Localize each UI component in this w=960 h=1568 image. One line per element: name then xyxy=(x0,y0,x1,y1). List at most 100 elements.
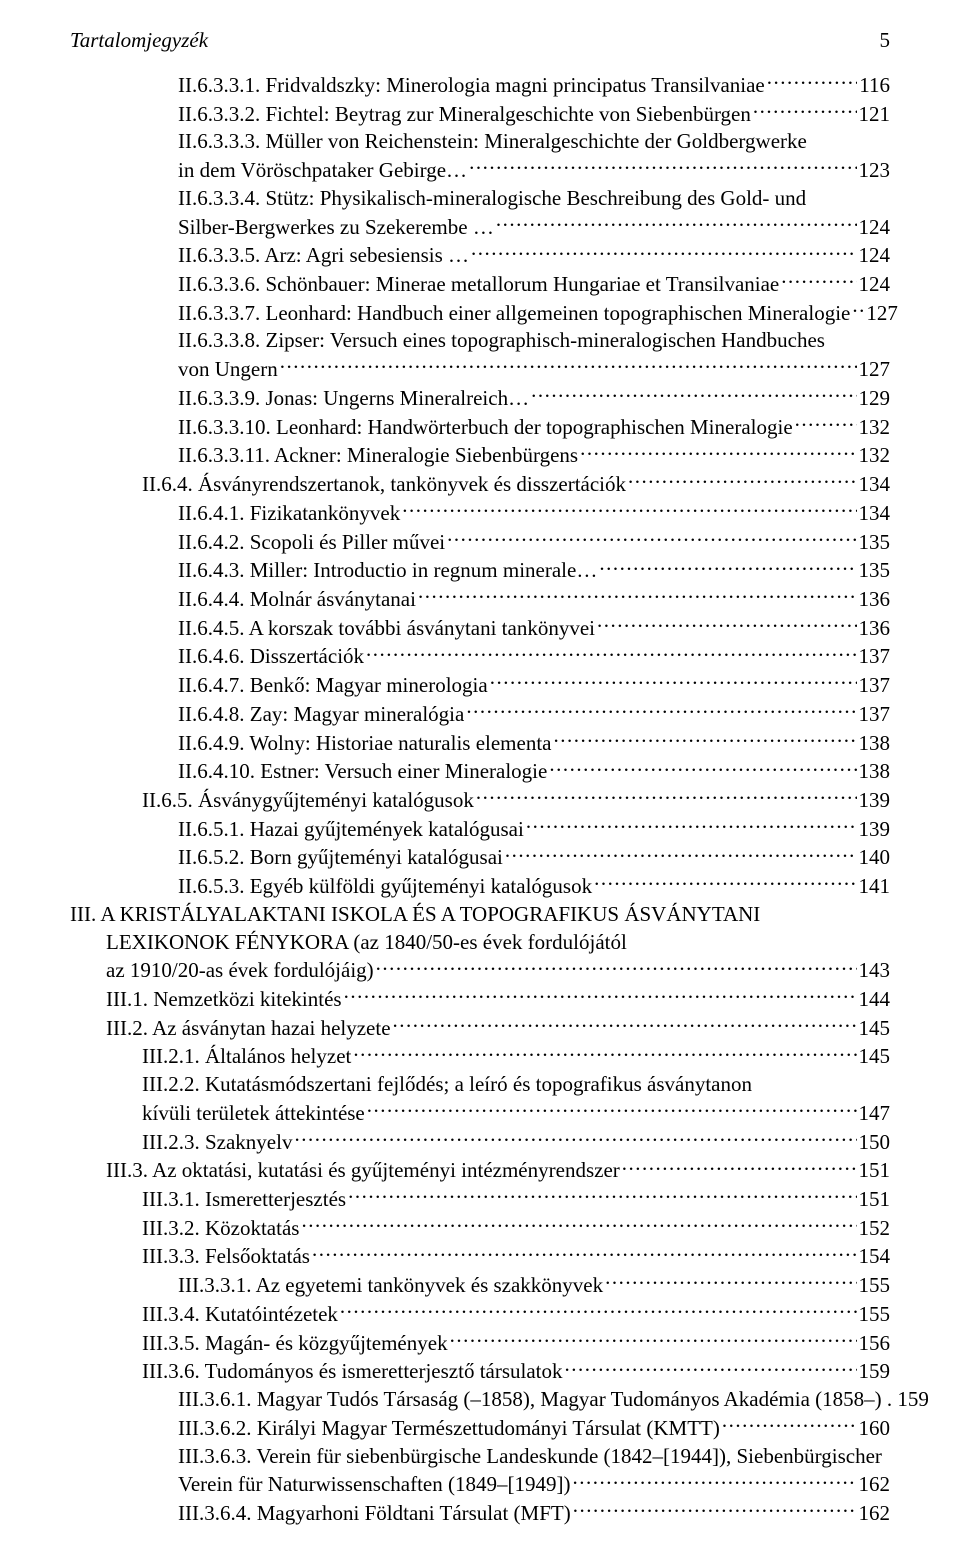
toc-leader-dots xyxy=(549,757,856,778)
toc-line: II.6.3.3.11. Ackner: Mineralogie Siebenb… xyxy=(70,441,890,470)
toc-line: III.3.4. Kutatóintézetek 155 xyxy=(70,1300,890,1329)
toc-continuation-text: kívüli területek áttekintése xyxy=(142,1100,365,1128)
toc-entry-text: II.6.5. Ásványgyűjteményi katalógusok xyxy=(142,787,474,815)
toc-leader-dots xyxy=(367,1099,857,1120)
toc-entry-text: III.3.6.1. Magyar Tudós Társaság (–1858)… xyxy=(178,1386,892,1414)
toc-page-ref: 155 xyxy=(859,1272,891,1300)
toc-entry-text: III.3.4. Kutatóintézetek xyxy=(142,1301,338,1329)
toc-leader-dots xyxy=(526,815,857,836)
toc-leader-dots xyxy=(469,156,856,177)
toc-leader-dots xyxy=(531,384,856,405)
toc-line: III.2. Az ásványtan hazai helyzete 145 xyxy=(70,1014,890,1043)
toc-page: Tartalomjegyzék 5 II.6.3.3.1. Fridvaldsz… xyxy=(0,0,960,1568)
toc-line: II.6.4.7. Benkő: Magyar minerologia 137 xyxy=(70,671,890,700)
toc-leader-dots xyxy=(795,413,857,434)
toc-leader-dots xyxy=(353,1042,856,1063)
toc-leader-dots xyxy=(573,1499,857,1520)
toc-entry-text: II.6.3.3.7. Leonhard: Handbuch einer all… xyxy=(178,300,850,328)
toc-page-ref: 138 xyxy=(859,758,891,786)
toc-entry-text: II.6.3.3.9. Jonas: Ungerns Mineralreich… xyxy=(178,385,529,413)
toc-page-ref: 116 xyxy=(859,72,890,100)
toc-line: III. A KRISTÁLYALAKTANI ISKOLA ÉS A TOPO… xyxy=(70,901,890,929)
toc-line: III.2.3. Szaknyelv 150 xyxy=(70,1128,890,1157)
toc-entry-text: II.6.4.2. Scopoli és Piller művei xyxy=(178,529,445,557)
toc-leader-dots xyxy=(476,786,857,807)
toc-leader-dots xyxy=(301,1214,856,1235)
toc-leader-dots xyxy=(594,872,856,893)
toc-line: III.3.6.2. Királyi Magyar Természettudom… xyxy=(70,1414,890,1443)
toc-page-ref: 137 xyxy=(859,672,891,700)
toc-entry-text: II.6.3.3.6. Schönbauer: Minerae metallor… xyxy=(178,271,779,299)
toc-page-ref: 147 xyxy=(859,1100,891,1128)
toc-leader-dots xyxy=(767,71,858,92)
toc-entry-text: III.2. Az ásványtan hazai helyzete xyxy=(106,1015,391,1043)
toc-leader-dots xyxy=(496,213,857,234)
toc-entry-text: II.6.3.3.8. Zipser: Versuch eines topogr… xyxy=(178,327,825,355)
toc-entry-text: III.3.5. Magán- és közgyűjtemények xyxy=(142,1330,448,1358)
toc-entry-text: II.6.4.9. Wolny: Historiae naturalis ele… xyxy=(178,730,552,758)
toc-leader-dots xyxy=(505,843,857,864)
toc-leader-dots xyxy=(466,700,856,721)
toc-leader-dots xyxy=(572,1470,856,1491)
toc-line: II.6.4.5. A korszak további ásványtani t… xyxy=(70,614,890,643)
toc-entry-text: III.2.1. Általános helyzet xyxy=(142,1043,351,1071)
toc-page-ref: 132 xyxy=(859,414,891,442)
page-number: 5 xyxy=(880,28,891,53)
toc-page-ref: 152 xyxy=(859,1215,891,1243)
toc-page-ref: 139 xyxy=(859,816,891,844)
toc-line: II.6.5.2. Born gyűjteményi katalógusai 1… xyxy=(70,843,890,872)
toc-entry-text: II.6.5.1. Hazai gyűjtemények katalógusai xyxy=(178,816,524,844)
toc-line: II.6.3.3.7. Leonhard: Handbuch einer all… xyxy=(70,299,890,328)
toc-entry-text: III.3.1. Ismeretterjesztés xyxy=(142,1186,346,1214)
toc-leader-dots xyxy=(554,729,857,750)
toc-leader-dots xyxy=(605,1271,856,1292)
toc-leader-dots xyxy=(280,355,857,376)
toc-line: II.6.4. Ásványrendszertanok, tankönyvek … xyxy=(70,470,890,499)
toc-line: II.6.5.1. Hazai gyűjtemények katalógusai… xyxy=(70,815,890,844)
toc-entry-text: III.3.3. Felsőoktatás xyxy=(142,1243,310,1271)
toc-entry-text: III.2.3. Szaknyelv xyxy=(142,1129,292,1157)
toc-line: II.6.3.3.1. Fridvaldszky: Minerologia ma… xyxy=(70,71,890,100)
toc-entry-text: III.3.2. Közoktatás xyxy=(142,1215,299,1243)
running-title: Tartalomjegyzék xyxy=(70,28,208,53)
toc-entry-text: II.6.4.8. Zay: Magyar mineralógia xyxy=(178,701,464,729)
toc-page-ref: 141 xyxy=(859,873,891,901)
toc-entry-text: II.6.4.1. Fizikatankönyvek xyxy=(178,500,400,528)
toc-leader-dots xyxy=(781,270,856,291)
toc-line: II.6.4.2. Scopoli és Piller művei 135 xyxy=(70,528,890,557)
toc-page-ref: 144 xyxy=(859,986,891,1014)
toc-entry-text: II.6.4.4. Molnár ásványtanai xyxy=(178,586,416,614)
toc-line: von Ungern 127 xyxy=(70,355,890,384)
toc-leader-dots xyxy=(565,1357,857,1378)
toc-leader-dots xyxy=(366,642,856,663)
toc-line: III.3. Az oktatási, kutatási és gyűjtemé… xyxy=(70,1156,890,1185)
toc-line: II.6.4.1. Fizikatankönyvek 134 xyxy=(70,499,890,528)
toc-entry-text: III.3.6.2. Királyi Magyar Természettudom… xyxy=(178,1415,720,1443)
toc-page-ref: 138 xyxy=(859,730,891,758)
toc-page-ref: 129 xyxy=(859,385,891,413)
toc-page-ref: 121 xyxy=(859,101,891,129)
toc-entry-text: II.6.3.3.3. Müller von Reichenstein: Min… xyxy=(178,128,807,156)
toc-page-ref: 139 xyxy=(859,787,891,815)
toc-line: III.3.6.1. Magyar Tudós Társaság (–1858)… xyxy=(70,1386,890,1414)
toc-page-ref: 159 xyxy=(897,1386,929,1414)
toc-continuation-text: Verein für Naturwissenschaften (1849–[19… xyxy=(178,1471,570,1499)
toc-line: III.2.2. Kutatásmódszertani fejlődés; a … xyxy=(70,1071,890,1099)
toc-page-ref: 127 xyxy=(866,300,898,328)
page-header: Tartalomjegyzék 5 xyxy=(70,28,890,53)
toc-page-ref: 124 xyxy=(859,271,891,299)
toc-leader-dots xyxy=(447,528,856,549)
toc-leader-dots xyxy=(580,441,856,462)
toc-line: II.6.3.3.2. Fichtel: Beytrag zur Mineral… xyxy=(70,100,890,129)
toc-page-ref: 150 xyxy=(859,1129,891,1157)
toc-entry-text: II.6.5.3. Egyéb külföldi gyűjteményi kat… xyxy=(178,873,592,901)
toc-entry-text: II.6.4.5. A korszak további ásványtani t… xyxy=(178,615,595,643)
toc-line: II.6.3.3.8. Zipser: Versuch eines topogr… xyxy=(70,327,890,355)
toc-page-ref: 127 xyxy=(859,356,891,384)
toc-page-ref: 134 xyxy=(859,471,891,499)
toc-line: az 1910/20-as évek fordulójáig) 143 xyxy=(70,956,890,985)
toc-line: Verein für Naturwissenschaften (1849–[19… xyxy=(70,1470,890,1499)
toc-page-ref: 159 xyxy=(859,1358,891,1386)
toc-entry-text: III.3.6.3. Verein für siebenbürgische La… xyxy=(178,1443,882,1471)
toc-entry-text: III.3.6.4. Magyarhoni Földtani Társulat … xyxy=(178,1500,571,1528)
